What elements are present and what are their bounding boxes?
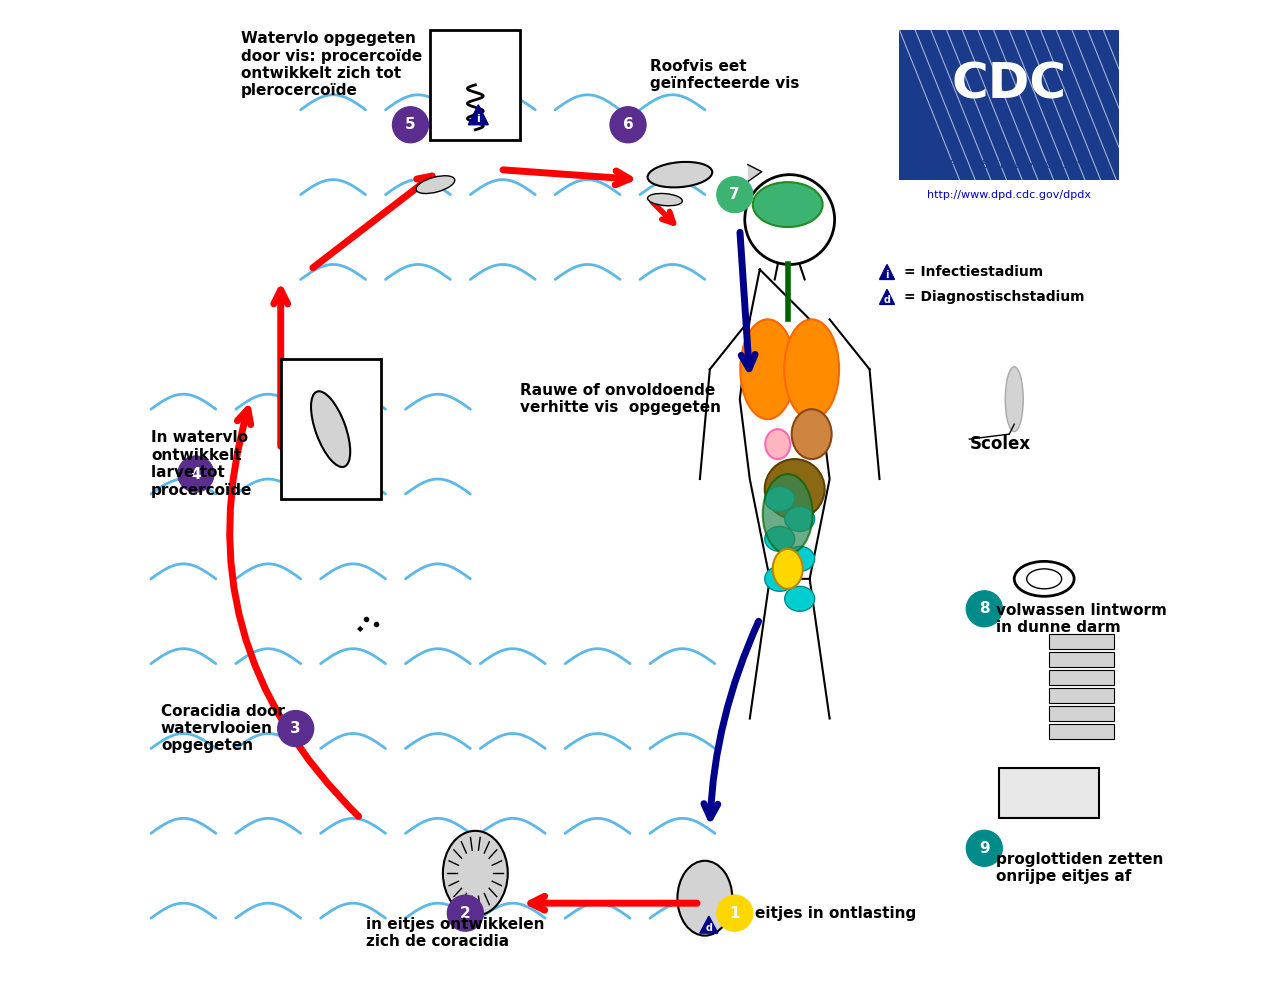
- Ellipse shape: [785, 547, 814, 571]
- Text: Coracidia door
watervlooien
opgegeten: Coracidia door watervlooien opgegeten: [161, 704, 285, 753]
- Text: d: d: [705, 923, 713, 933]
- Circle shape: [966, 830, 1002, 866]
- Text: 6: 6: [622, 117, 634, 133]
- Text: Scolex: Scolex: [969, 435, 1030, 453]
- Circle shape: [717, 177, 753, 213]
- Circle shape: [178, 456, 214, 492]
- Circle shape: [278, 711, 314, 747]
- Text: 1: 1: [730, 905, 740, 921]
- Text: eitjes in ontlasting: eitjes in ontlasting: [755, 905, 916, 921]
- Circle shape: [966, 591, 1002, 627]
- Ellipse shape: [740, 319, 795, 419]
- Text: SAFER•HEALTHIER•PEOPLE™: SAFER•HEALTHIER•PEOPLE™: [937, 160, 1082, 170]
- Text: 8: 8: [979, 601, 989, 617]
- FancyBboxPatch shape: [430, 30, 520, 140]
- Ellipse shape: [677, 860, 732, 936]
- Ellipse shape: [764, 527, 795, 551]
- Text: volwassen lintworm
in dunne darm: volwassen lintworm in dunne darm: [996, 603, 1167, 635]
- Text: = Infectiestadium: = Infectiestadium: [905, 265, 1043, 279]
- Ellipse shape: [764, 567, 795, 591]
- FancyBboxPatch shape: [1050, 688, 1114, 703]
- Text: In watervlo
ontwikkelt
larve tot
procercoïde: In watervlo ontwikkelt larve tot procerc…: [151, 430, 252, 498]
- FancyBboxPatch shape: [280, 359, 380, 499]
- Circle shape: [448, 895, 484, 931]
- Ellipse shape: [785, 586, 814, 611]
- Polygon shape: [700, 916, 718, 933]
- Ellipse shape: [648, 162, 712, 188]
- Circle shape: [717, 895, 753, 931]
- Text: 7: 7: [730, 187, 740, 203]
- Ellipse shape: [1005, 367, 1023, 431]
- Ellipse shape: [764, 487, 795, 512]
- Text: = Diagnostischstadium: = Diagnostischstadium: [905, 290, 1085, 304]
- Ellipse shape: [792, 409, 832, 459]
- FancyBboxPatch shape: [1050, 652, 1114, 667]
- Ellipse shape: [443, 830, 508, 916]
- Ellipse shape: [785, 507, 814, 532]
- Ellipse shape: [753, 182, 823, 228]
- FancyBboxPatch shape: [1050, 724, 1114, 739]
- Ellipse shape: [763, 474, 813, 554]
- Ellipse shape: [764, 459, 824, 519]
- Polygon shape: [879, 264, 895, 279]
- Text: Rauwe of onvoldoende
verhitte vis  opgegeten: Rauwe of onvoldoende verhitte vis opgege…: [520, 383, 721, 415]
- Circle shape: [393, 107, 429, 143]
- Text: http://www.dpd.cdc.gov/dpdx: http://www.dpd.cdc.gov/dpdx: [927, 190, 1092, 200]
- FancyBboxPatch shape: [1050, 634, 1114, 649]
- FancyBboxPatch shape: [900, 30, 1119, 180]
- Text: 5: 5: [406, 117, 416, 133]
- Text: i: i: [476, 114, 480, 124]
- Text: in eitjes ontwikkelen
zich de coracidia: in eitjes ontwikkelen zich de coracidia: [366, 917, 544, 949]
- Ellipse shape: [765, 429, 790, 459]
- Text: Watervlo opgegeten
door vis: procercoïde
ontwikkelt zich tot
plerocercoïde: Watervlo opgegeten door vis: procercoïde…: [241, 31, 422, 99]
- FancyBboxPatch shape: [1000, 768, 1100, 818]
- Ellipse shape: [311, 391, 351, 467]
- Text: 3: 3: [291, 721, 301, 737]
- Polygon shape: [468, 105, 488, 125]
- FancyBboxPatch shape: [1050, 706, 1114, 721]
- Polygon shape: [748, 165, 762, 182]
- Text: 2: 2: [460, 905, 471, 921]
- Text: Roofvis eet
geïnfecteerde vis: Roofvis eet geïnfecteerde vis: [650, 59, 799, 91]
- FancyBboxPatch shape: [1050, 670, 1114, 685]
- Circle shape: [611, 107, 646, 143]
- Text: proglottiden zetten
onrijpe eitjes af: proglottiden zetten onrijpe eitjes af: [996, 852, 1164, 884]
- Text: d: d: [883, 295, 891, 305]
- Polygon shape: [879, 289, 895, 304]
- Ellipse shape: [785, 319, 840, 419]
- Ellipse shape: [416, 176, 454, 194]
- Text: 4: 4: [191, 466, 201, 482]
- Text: i: i: [886, 270, 888, 280]
- Ellipse shape: [773, 549, 803, 589]
- Ellipse shape: [648, 194, 682, 206]
- Text: ◆: ◆: [357, 624, 364, 634]
- Text: 9: 9: [979, 840, 989, 856]
- Text: CDC: CDC: [952, 61, 1066, 109]
